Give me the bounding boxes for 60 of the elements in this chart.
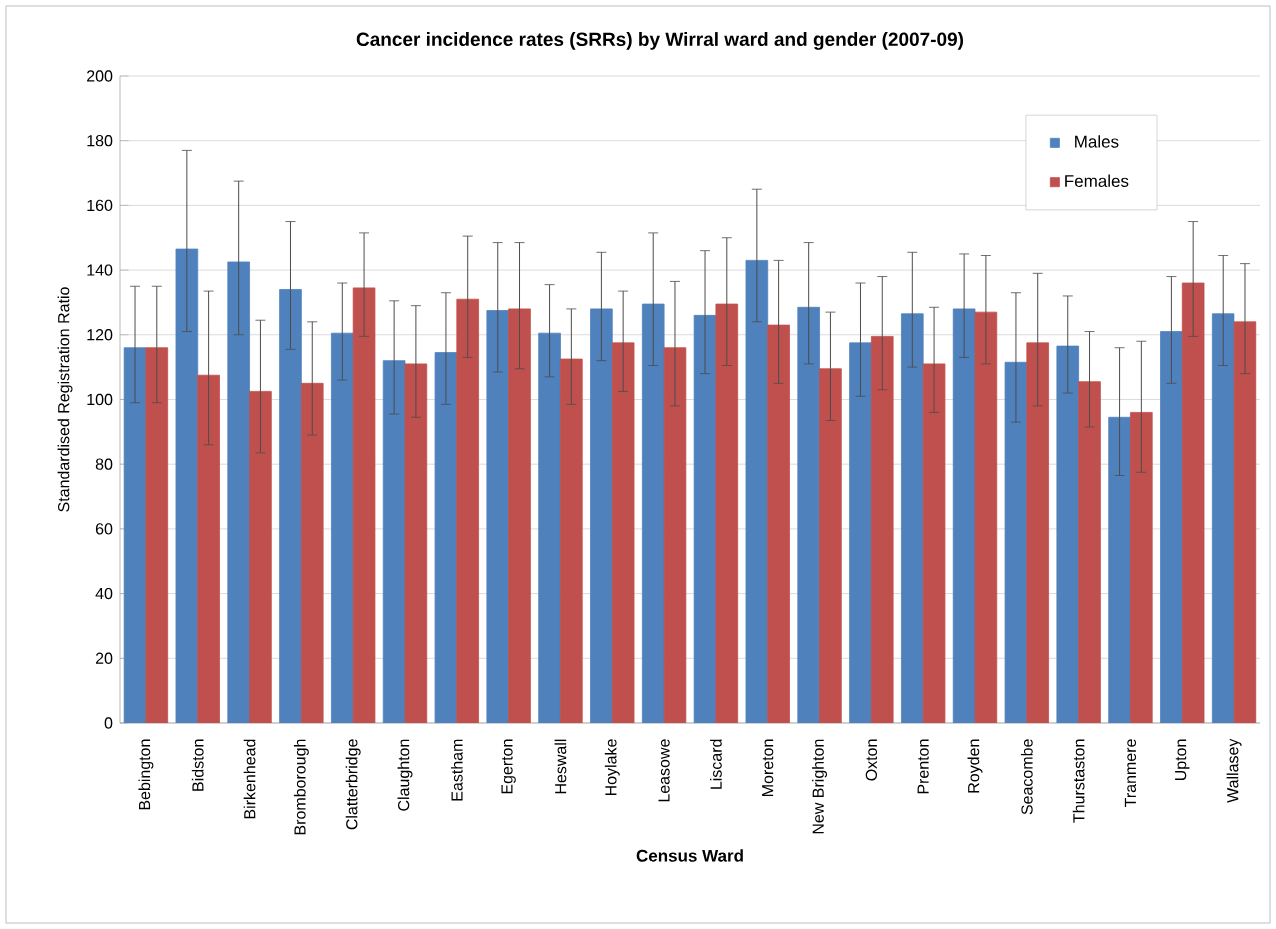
- chart-title: Cancer incidence rates (SRRs) by Wirral ward and gender (2007-09): [356, 32, 964, 50]
- x-tick-label: Clatterbridge: [345, 739, 361, 830]
- y-tick-label: 140: [87, 264, 113, 276]
- x-tick-label: Birkenhead: [243, 739, 256, 819]
- bar: [1026, 342, 1049, 723]
- y-tick-label: 100: [87, 393, 113, 406]
- y-tick-label: 20: [95, 652, 113, 664]
- bar: [404, 363, 428, 723]
- bar: [974, 311, 998, 723]
- x-tick-label: Tranmere: [1124, 739, 1137, 807]
- x-tick-label: Liscard: [710, 739, 722, 789]
- bar: [508, 308, 531, 723]
- bar: [249, 391, 272, 723]
- x-tick-label: Claughton: [397, 739, 413, 811]
- bar: [1233, 321, 1257, 723]
- x-tick-label: Prenton: [917, 739, 929, 794]
- legend-label: Males: [1075, 135, 1119, 148]
- bar: [1130, 412, 1153, 723]
- y-tick-label: 200: [87, 70, 113, 82]
- x-tick-label: Eastham: [450, 739, 463, 801]
- x-tick-label: Bromborough: [293, 739, 309, 835]
- x-tick-label: New Brighton: [812, 739, 828, 834]
- x-tick-label: Leasowe: [658, 739, 670, 802]
- x-tick-label: Egerton: [501, 739, 516, 794]
- x-tick-label: Moreton: [762, 739, 774, 796]
- x-tick-label: Heswall: [554, 739, 567, 794]
- x-tick-label: Oxton: [865, 739, 878, 781]
- x-tick-label: Bidston: [191, 739, 204, 791]
- bar: [767, 324, 790, 723]
- y-axis-title: Standardised Registration Ratio: [57, 287, 73, 512]
- x-tick-label: Wallasey: [1226, 738, 1242, 803]
- bar: [560, 358, 583, 723]
- y-tick-label: 40: [95, 587, 113, 600]
- y-tick-label: 0: [104, 717, 113, 729]
- y-tick-label: 180: [87, 135, 113, 147]
- x-tick-label: Bebington: [138, 739, 154, 810]
- bar: [456, 298, 479, 723]
- bar: [1181, 282, 1205, 723]
- y-tick-label: 120: [87, 329, 113, 341]
- legend-label: Females: [1065, 174, 1129, 187]
- y-tick-label: 60: [95, 523, 113, 535]
- bar: [352, 287, 376, 723]
- bar: [300, 382, 324, 723]
- x-tick-label: Upton: [1175, 739, 1190, 781]
- bar: [197, 374, 220, 723]
- x-tick-label: Royden: [967, 739, 983, 793]
- bar: [819, 368, 842, 723]
- bar: [145, 347, 169, 723]
- bar: [1078, 381, 1101, 723]
- x-tick-label: Hoylake: [604, 739, 620, 796]
- x-axis-title: Census Ward: [636, 849, 743, 862]
- bar: [663, 347, 687, 723]
- bar: [870, 336, 894, 723]
- x-tick-label: Thurstaston: [1072, 739, 1085, 823]
- bar: [611, 342, 635, 723]
- y-tick-label: 160: [87, 199, 113, 212]
- bar: [922, 363, 946, 723]
- y-tick-label: 80: [95, 458, 113, 470]
- bar: [715, 303, 739, 723]
- x-tick-label: Seacombe: [1020, 739, 1033, 815]
